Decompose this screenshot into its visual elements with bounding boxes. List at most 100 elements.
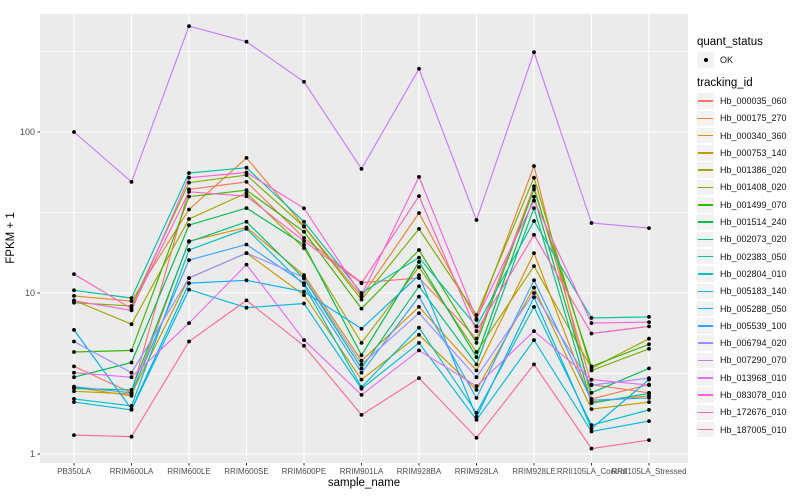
- data-point: [359, 370, 364, 375]
- series-color-line-icon: [698, 325, 713, 327]
- data-point: [532, 291, 536, 295]
- legend-item-label: Hb_001514_240: [720, 217, 787, 228]
- data-point: [417, 284, 421, 289]
- data-point: [302, 301, 306, 306]
- data-point: [359, 386, 364, 391]
- legend-item-Hb_000035_060[interactable]: Hb_000035_060: [697, 93, 800, 109]
- legend-key-box: [697, 214, 714, 230]
- series-color-line-icon: [698, 117, 713, 120]
- legend-item-Hb_001408_020[interactable]: Hb_001408_020: [697, 179, 800, 196]
- legend-key-box: [697, 197, 714, 213]
- x-axis-title: sample_name: [327, 477, 401, 489]
- data-point: [589, 321, 594, 325]
- legend-item-label: Hb_005288_050: [720, 303, 787, 314]
- data-point: [417, 227, 421, 231]
- data-point: [244, 298, 249, 303]
- data-point: [589, 446, 594, 451]
- data-point: [244, 191, 249, 195]
- x-tick-label: RRII105LA_Stressed: [611, 467, 687, 476]
- data-point: [302, 243, 306, 247]
- legend-key-box: [697, 421, 714, 438]
- data-point: [72, 364, 76, 369]
- data-point: [244, 227, 249, 231]
- legend-item-Hb_002804_010[interactable]: Hb_002804_010: [697, 266, 800, 282]
- legend-item-Hb_002073_020[interactable]: Hb_002073_020: [697, 231, 800, 248]
- legend-item-Hb_002383_050[interactable]: Hb_002383_050: [697, 248, 800, 265]
- data-point: [72, 389, 76, 394]
- data-point: [72, 350, 76, 354]
- data-point: [647, 324, 651, 329]
- series-color-line-icon: [698, 100, 713, 102]
- y-axis-title: FPKM + 1: [5, 212, 17, 264]
- data-point: [129, 180, 134, 184]
- data-point: [647, 366, 651, 371]
- legend-item-Hb_083078_010[interactable]: Hb_083078_010: [697, 387, 800, 403]
- legend-item-Hb_001514_240[interactable]: Hb_001514_240: [697, 214, 800, 230]
- data-point: [417, 248, 421, 252]
- legend-item-label: Hb_000035_060: [720, 96, 787, 106]
- legend-item-label: Hb_002073_020: [720, 234, 787, 245]
- legend-key-box: [697, 52, 714, 68]
- data-point: [417, 255, 421, 260]
- x-tick-label: RRIM928LE: [512, 467, 556, 476]
- data-point: [187, 281, 191, 286]
- data-point: [302, 206, 306, 211]
- data-point: [417, 260, 421, 264]
- series-color-line-icon: [698, 273, 713, 275]
- legend-item-Hb_013968_010[interactable]: Hb_013968_010: [697, 370, 800, 386]
- data-point: [589, 368, 594, 373]
- data-point: [359, 326, 364, 331]
- data-point: [532, 219, 536, 223]
- data-point: [244, 278, 249, 283]
- data-point: [187, 287, 191, 292]
- data-point: [187, 321, 191, 325]
- data-point: [647, 438, 651, 442]
- data-point: [589, 429, 594, 434]
- legend-key-box: [697, 318, 714, 334]
- legend-item-Hb_000753_140[interactable]: Hb_000753_140: [697, 145, 800, 161]
- data-point: [72, 130, 76, 134]
- data-point: [302, 224, 306, 229]
- data-point: [72, 397, 76, 401]
- series-color-line-icon: [698, 411, 713, 414]
- data-point: [532, 264, 536, 268]
- data-point: [417, 376, 421, 380]
- legend-item-Hb_001386_020[interactable]: Hb_001386_020: [697, 162, 800, 178]
- data-point: [359, 413, 364, 417]
- data-point: [532, 194, 536, 199]
- legend-item-Hb_000175_270[interactable]: Hb_000175_270: [697, 110, 800, 127]
- x-tick-label: RRIM928BA: [396, 467, 442, 476]
- data-point: [187, 207, 191, 212]
- data-point: [417, 265, 421, 269]
- data-point: [129, 407, 134, 411]
- data-point: [359, 362, 364, 367]
- data-point: [474, 417, 479, 422]
- legend-key-box: [697, 231, 714, 248]
- legend-item-label: Hb_001408_020: [720, 182, 787, 193]
- data-point: [187, 276, 191, 280]
- legend-item-Hb_001499_070[interactable]: Hb_001499_070: [697, 197, 800, 213]
- legend-item-Hb_005288_050[interactable]: Hb_005288_050: [697, 300, 800, 317]
- legend-item-Hb_172676_010[interactable]: Hb_172676_010: [697, 404, 800, 421]
- legend-item-Hb_005539_100[interactable]: Hb_005539_100: [697, 318, 800, 334]
- data-point: [474, 329, 479, 333]
- legend-item-Hb_005183_140[interactable]: Hb_005183_140: [697, 283, 800, 300]
- legend-item-label: Hb_005183_140: [720, 286, 787, 297]
- data-point: [589, 390, 594, 395]
- series-color-line-icon: [698, 238, 713, 241]
- data-point: [129, 404, 134, 408]
- data-point: [244, 165, 249, 170]
- legend-item-Hb_007290_070[interactable]: Hb_007290_070: [697, 352, 800, 369]
- y-tick-label: 100: [19, 126, 35, 137]
- data-point: [589, 426, 594, 431]
- data-point: [244, 170, 249, 175]
- data-point: [187, 239, 191, 244]
- data-point: [72, 370, 76, 375]
- data-point: [417, 66, 421, 71]
- legend-item-Hb_187005_010[interactable]: Hb_187005_010: [697, 421, 800, 438]
- legend-item-Hb_006794_020[interactable]: Hb_006794_020: [697, 335, 800, 351]
- data-point: [187, 175, 191, 180]
- legend-item-ok[interactable]: OK: [697, 52, 800, 68]
- legend-item-Hb_000340_360[interactable]: Hb_000340_360: [697, 127, 800, 144]
